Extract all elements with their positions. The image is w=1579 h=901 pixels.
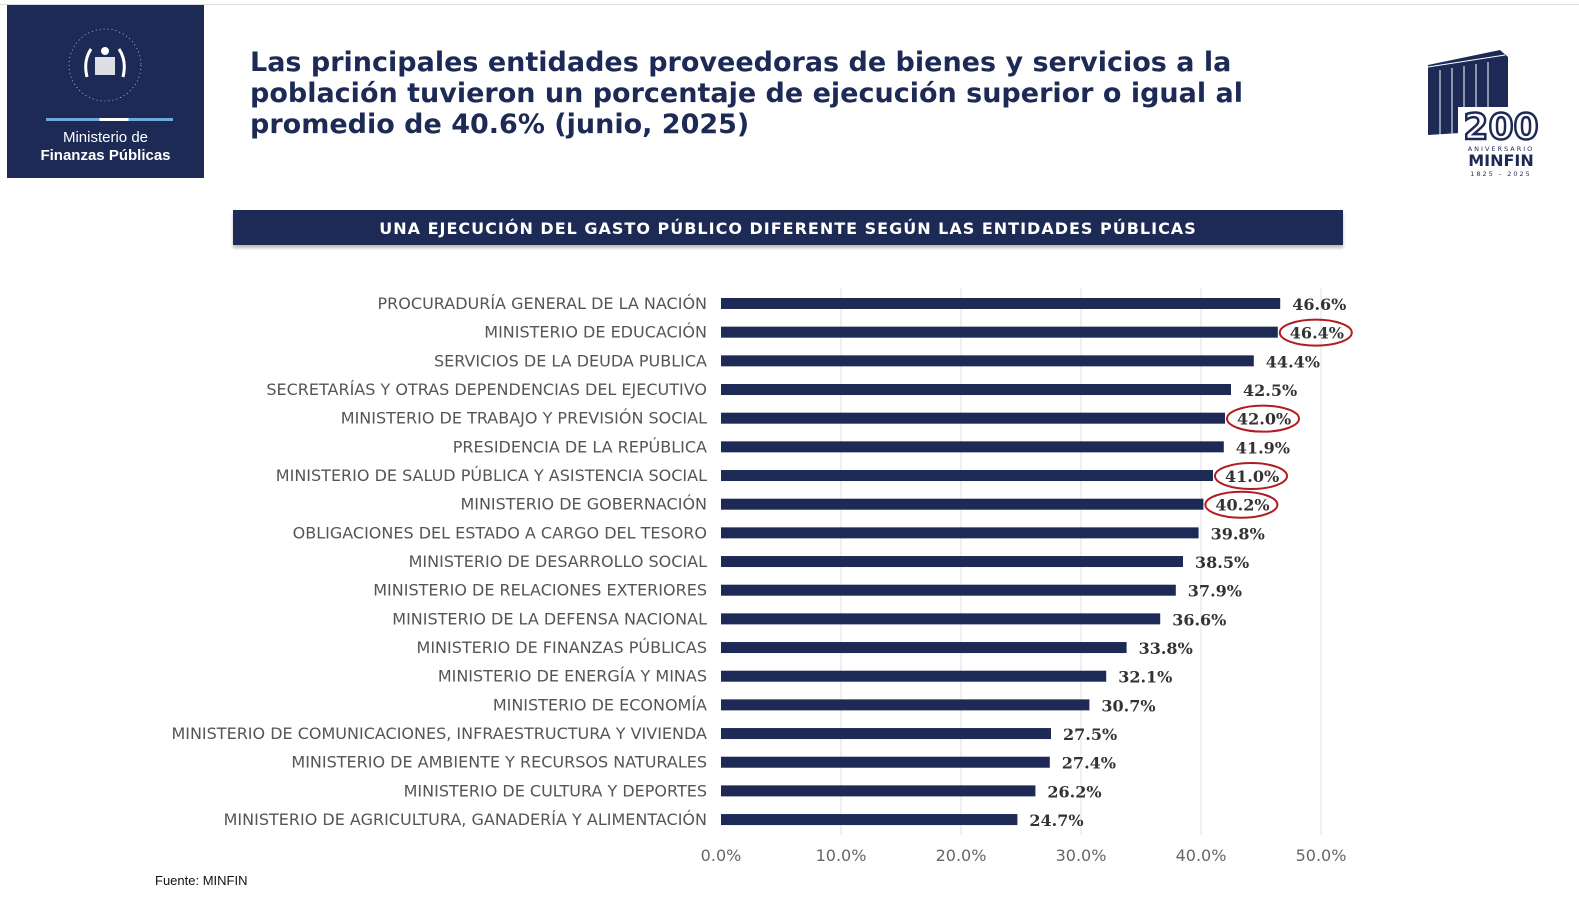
value-label: 30.7% — [1101, 696, 1155, 715]
bar — [721, 298, 1281, 309]
category-label: MINISTERIO DE ENERGÍA Y MINAS — [438, 667, 707, 686]
bar — [721, 756, 1050, 768]
flag-stripe — [46, 118, 173, 121]
svg-text:ANIVERSARIO: ANIVERSARIO — [1468, 145, 1535, 153]
bar — [721, 642, 1127, 654]
value-label: 39.8% — [1211, 524, 1265, 543]
bar — [721, 384, 1231, 396]
category-label: MINISTERIO DE COMUNICACIONES, INFRAESTRU… — [171, 724, 707, 743]
value-label: 27.5% — [1063, 725, 1117, 744]
category-label: MINISTERIO DE EDUCACIÓN — [484, 323, 707, 342]
logo-line1: Ministerio de — [62, 129, 149, 146]
bar — [721, 527, 1199, 539]
category-label: MINISTERIO DE GOBERNACIÓN — [460, 495, 707, 514]
value-label: 46.6% — [1292, 295, 1346, 314]
category-label: MINISTERIO DE DESARROLLO SOCIAL — [409, 552, 707, 571]
bar — [721, 785, 1036, 797]
chart-banner: UNA EJECUCIÓN DEL GASTO PÚBLICO DIFERENT… — [233, 210, 1343, 245]
bar-chart: 0.0% 10.0% 20.0% 30.0% 40.0% 50.0% PROCURADURÍ… — [171, 288, 1353, 865]
value-label: 41.9% — [1236, 438, 1290, 457]
value-label: 38.5% — [1195, 553, 1249, 572]
category-label: SERVICIOS DE LA DEUDA PUBLICA — [434, 351, 707, 370]
svg-text:1825 - 2025: 1825 - 2025 — [1470, 170, 1532, 178]
bar — [721, 728, 1051, 740]
bar — [721, 670, 1107, 682]
svg-text:200: 200 — [1463, 107, 1538, 148]
page-title: Las principales entidades proveedoras de… — [250, 47, 1244, 140]
x-tick-label: 30.0% — [1056, 846, 1107, 865]
svg-text:MINFIN: MINFIN — [1468, 151, 1534, 170]
category-label: MINISTERIO DE SALUD PÚBLICA Y ASISTENCIA… — [276, 466, 707, 485]
category-label: PROCURADURÍA GENERAL DE LA NACIÓN — [378, 294, 707, 313]
category-label: PRESIDENCIA DE LA REPÚBLICA — [453, 437, 707, 456]
category-label: SECRETARÍAS Y OTRAS DEPENDENCIAS DEL EJE… — [266, 380, 707, 399]
anniversary-logo: 200 ANIVERSARIO MINFIN 1825 - 2025 — [1427, 50, 1544, 178]
bar — [721, 412, 1225, 424]
value-label: 41.0% — [1225, 467, 1279, 486]
value-label: 46.4% — [1290, 324, 1344, 343]
bar — [721, 613, 1161, 625]
value-label: 33.8% — [1139, 639, 1193, 658]
value-label: 37.9% — [1188, 582, 1242, 601]
x-tick-label: 40.0% — [1176, 846, 1227, 865]
value-label: 36.6% — [1172, 610, 1226, 629]
value-label: 42.5% — [1243, 381, 1297, 400]
category-label: MINISTERIO DE LA DEFENSA NACIONAL — [392, 609, 707, 628]
value-label: 42.0% — [1237, 410, 1291, 429]
value-label: 24.7% — [1029, 811, 1083, 830]
bar — [721, 814, 1018, 826]
value-label: 26.2% — [1047, 782, 1101, 801]
top-divider — [0, 4, 1579, 5]
category-label: MINISTERIO DE FINANZAS PÚBLICAS — [417, 638, 707, 657]
value-label: 44.4% — [1266, 352, 1320, 371]
bar — [721, 355, 1254, 367]
bar — [721, 470, 1213, 482]
highlight-circle — [1204, 490, 1279, 519]
category-label: OBLIGACIONES DEL ESTADO A CARGO DEL TESO… — [293, 523, 707, 542]
bar — [721, 584, 1176, 596]
bar — [721, 441, 1224, 453]
category-label: MINISTERIO DE AMBIENTE Y RECURSOS NATURA… — [291, 753, 707, 772]
highlight-circle — [1226, 404, 1300, 433]
value-label: 27.4% — [1062, 754, 1116, 773]
x-tick-label: 50.0% — [1296, 846, 1347, 865]
highlight-circle — [1214, 462, 1288, 491]
logo-line2: Finanzas Públicas — [40, 147, 171, 164]
x-tick-label: 20.0% — [936, 846, 987, 865]
minfin-logo: Ministerio de Finanzas Públicas — [7, 5, 204, 178]
value-label: 40.2% — [1215, 496, 1269, 515]
guatemala-seal-icon — [68, 28, 142, 102]
source-note: Fuente: MINFIN — [155, 873, 248, 888]
bar — [721, 699, 1090, 711]
highlight-circle — [1278, 318, 1353, 347]
category-label: MINISTERIO DE CULTURA Y DEPORTES — [404, 781, 707, 800]
value-label: 32.1% — [1118, 668, 1172, 687]
x-tick-label: 10.0% — [816, 846, 867, 865]
category-label: MINISTERIO DE RELACIONES EXTERIORES — [373, 581, 707, 600]
bar — [721, 556, 1183, 568]
x-tick-label: 0.0% — [701, 846, 742, 865]
bar — [721, 498, 1204, 510]
bar — [721, 326, 1278, 338]
category-label: MINISTERIO DE ECONOMÍA — [493, 695, 707, 714]
category-label: MINISTERIO DE TRABAJO Y PREVISIÓN SOCIAL — [341, 409, 707, 428]
category-label: MINISTERIO DE AGRICULTURA, GANADERÍA Y A… — [224, 810, 707, 829]
